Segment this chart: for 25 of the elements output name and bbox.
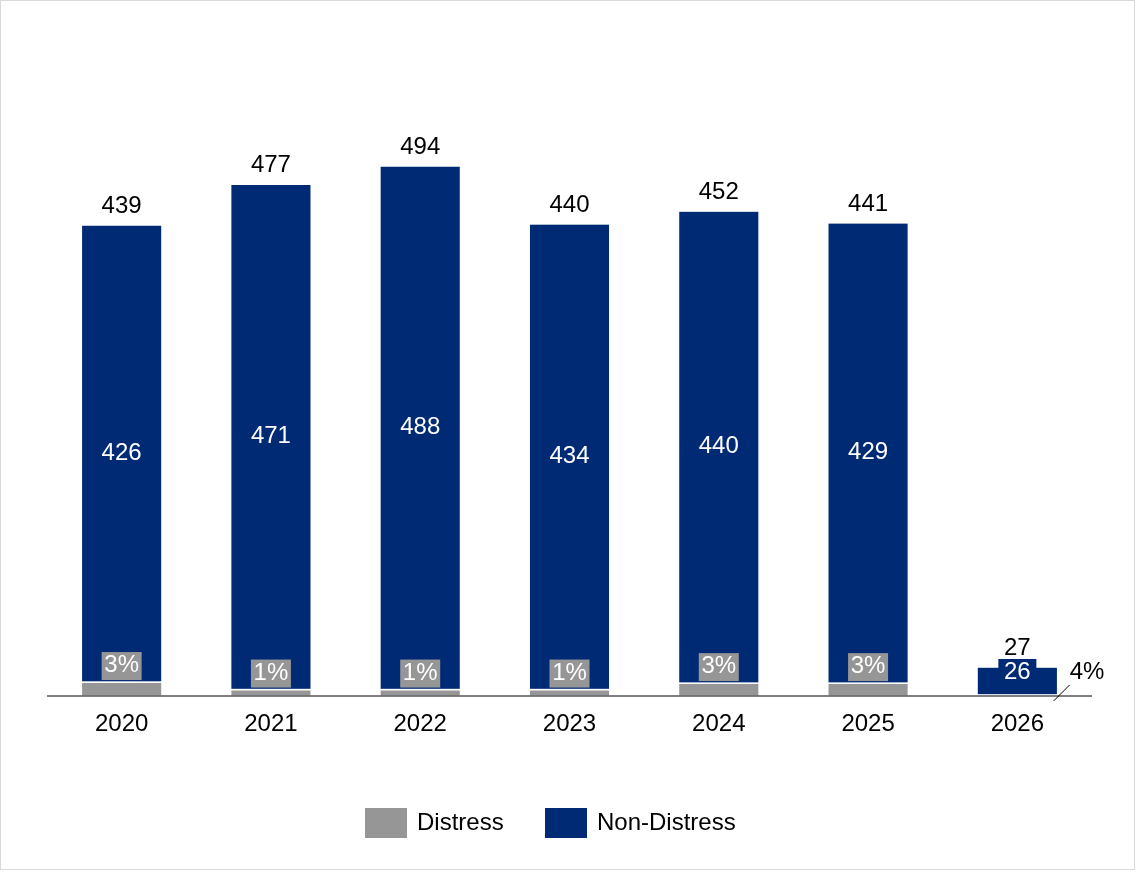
bar [528,223,611,691]
legend-label: Distress [417,808,504,836]
x-tick-label: 2026 [990,709,1045,737]
x-tick-label: 2023 [542,709,597,737]
total-label: 477 [250,150,291,178]
bar [229,183,312,691]
data-label: 434 [549,441,590,469]
bar [379,165,462,691]
total-label: 494 [400,132,441,159]
data-label: 440 [698,431,739,459]
data-label: 471 [250,421,291,449]
total-label: 440 [549,189,590,217]
data-label: 426 [101,437,142,465]
legend-label: Non-Distress [597,808,736,836]
x-tick-label: 2025 [841,709,895,737]
x-tick-label: 2024 [692,709,746,737]
data-label: 429 [848,437,889,465]
total-label: 452 [698,177,739,205]
data-label: 488 [400,412,441,440]
total-label: 439 [101,191,142,219]
annotation: 4% [1069,657,1105,685]
x-tick-label: 2022 [393,709,447,737]
x-tick-label: 2020 [94,709,149,737]
x-tick-label: 2021 [244,709,298,737]
total-label: 441 [848,188,889,216]
